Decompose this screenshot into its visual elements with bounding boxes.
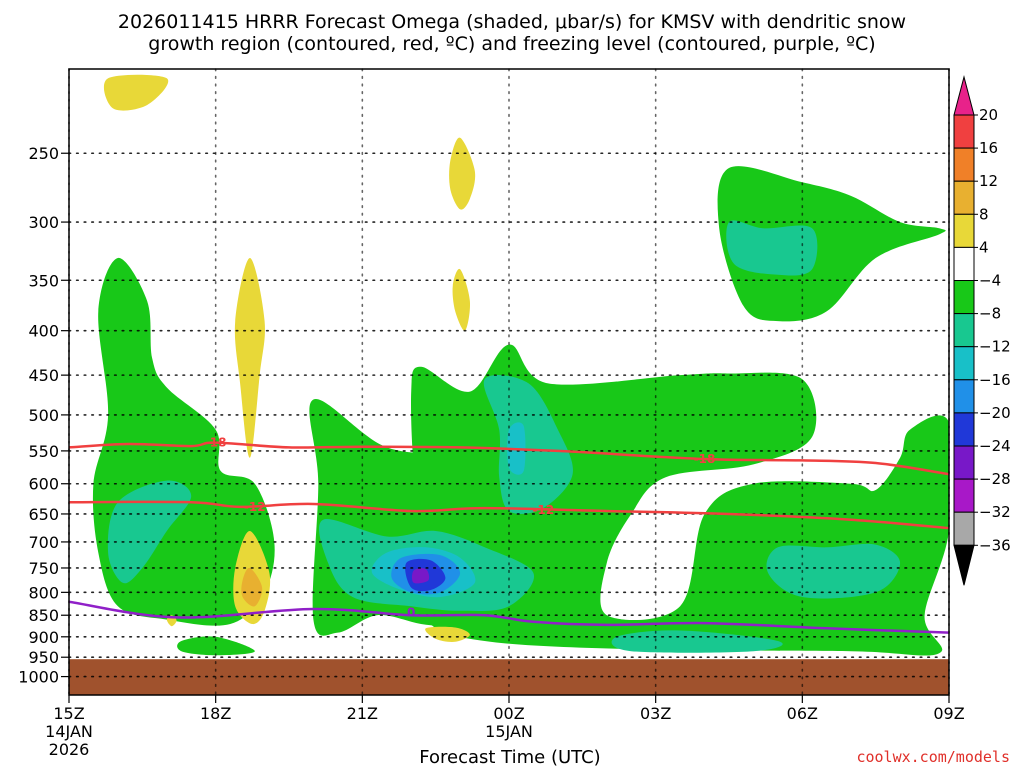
- x-tick-label-06Z: 06Z: [787, 704, 818, 723]
- omega-region-19: [234, 258, 265, 458]
- colorbar: 20 16 12 8 4 −4 −8 −12 −16 −20 −24 −28 −32 −36: [953, 75, 1011, 586]
- colorbar-segment-6: [953, 313, 975, 348]
- y-tick-label-500: 500: [28, 406, 59, 425]
- y-tick-label-300: 300: [28, 213, 59, 232]
- omega-region-7: [483, 374, 573, 514]
- chart-title-line-2: growth region (contoured, red, ºC) and f…: [148, 33, 875, 55]
- colorbar-label-0: 20: [979, 106, 998, 124]
- contour-label-0-0: -18: [205, 436, 227, 450]
- credit-text: coolwx.com/models: [856, 748, 1010, 766]
- y-tick-label-250: 250: [28, 144, 59, 163]
- colorbar-label-11: −28: [979, 470, 1011, 488]
- y-tick-label-900: 900: [28, 628, 59, 647]
- colorbar-segment-1: [953, 147, 975, 182]
- colorbar-label-3: 8: [979, 205, 989, 223]
- colorbar-label-8: −16: [979, 371, 1011, 389]
- contour-label-1-0: -12: [244, 500, 266, 514]
- contour-label-0-1: -18: [694, 452, 716, 466]
- omega-region-21: [425, 626, 470, 642]
- omega-region-10: [611, 630, 783, 653]
- x-tick-label-18Z: 18Z: [200, 704, 231, 723]
- colorbar-segment-7: [953, 346, 975, 381]
- y-tick-label-800: 800: [28, 583, 59, 602]
- omega-region-18: [452, 268, 471, 331]
- y-tick-label-950: 950: [28, 648, 59, 667]
- colorbar-segment-12: [953, 511, 975, 546]
- colorbar-label-7: −12: [979, 338, 1011, 356]
- contour-line-1: [69, 500, 949, 530]
- contour-label-2-0: 0: [407, 606, 415, 620]
- colorbar-label-4: 4: [979, 238, 989, 256]
- contour-label-1-1: -12: [532, 503, 554, 517]
- colorbar-segment-8: [953, 379, 975, 414]
- y-tick-label-850: 850: [28, 606, 59, 625]
- x-tick-sublabel-2026: 2026: [49, 740, 90, 759]
- colorbar-segment-10: [953, 445, 975, 480]
- y-tick-label-750: 750: [28, 559, 59, 578]
- chart-title-line-1: 2026011415 HRRR Forecast Omega (shaded, …: [118, 11, 906, 33]
- colorbar-bottom-arrow: [953, 544, 975, 586]
- colorbar-segment-9: [953, 412, 975, 447]
- omega-region-15: [411, 568, 430, 584]
- x-tick-label-21Z: 21Z: [347, 704, 378, 723]
- colorbar-label-12: −32: [979, 503, 1011, 521]
- colorbar-label-2: 12: [979, 172, 998, 190]
- colorbar-label-1: 16: [979, 139, 998, 157]
- colorbar-segment-3: [953, 213, 975, 248]
- contour-line-0: [69, 441, 949, 476]
- y-axis-pressure: 250 300 350 400 450 500 550 600 650 700 750 800 850 9…: [18, 144, 69, 687]
- y-tick-label-350: 350: [28, 271, 59, 290]
- omega-region-5: [107, 480, 192, 584]
- omega-shading-layer: [69, 74, 949, 695]
- colorbar-label-5: −4: [979, 272, 1001, 290]
- y-tick-label-600: 600: [28, 475, 59, 494]
- omega-region-23: [241, 567, 263, 607]
- x-axis-label: Forecast Time (UTC): [419, 747, 600, 768]
- x-tick-sublabel-14JAN: 14JAN: [45, 722, 93, 741]
- colorbar-label-9: −20: [979, 404, 1011, 422]
- y-tick-label-700: 700: [28, 533, 59, 552]
- contour-layer: [69, 441, 949, 634]
- colorbar-segment-0: [953, 114, 975, 149]
- x-tick-label-09Z: 09Z: [933, 704, 964, 723]
- y-tick-label-550: 550: [28, 442, 59, 461]
- contour-label-layer: -18 -18 -12 -12 0: [205, 436, 716, 620]
- colorbar-segment-11: [953, 478, 975, 513]
- x-tick-sublabel-15JAN: 15JAN: [485, 722, 533, 741]
- x-tick-label-15Z: 15Z: [53, 704, 84, 723]
- y-tick-label-400: 400: [28, 322, 59, 341]
- colorbar-label-10: −24: [979, 437, 1011, 455]
- contour-line-2: [69, 600, 949, 634]
- y-tick-label-450: 450: [28, 366, 59, 385]
- omega-region-16: [103, 74, 169, 111]
- colorbar-top-arrow: [953, 75, 975, 116]
- omega-region-17: [449, 137, 476, 210]
- colorbar-segment-5: [953, 280, 975, 315]
- omega-region-8: [726, 220, 818, 276]
- colorbar-label-6: −8: [979, 305, 1001, 323]
- y-tick-label-1000: 1000: [18, 668, 59, 687]
- omega-region-3: [717, 166, 946, 322]
- plot-area: -18 -18 -12 -12 0: [68, 68, 950, 696]
- omega-region-9: [766, 543, 901, 599]
- omega-region-4: [177, 636, 255, 656]
- y-tick-label-650: 650: [28, 505, 59, 524]
- colorbar-segment-2: [953, 180, 975, 215]
- colorbar-segment-4: [953, 246, 975, 281]
- x-tick-label-03Z: 03Z: [640, 704, 671, 723]
- x-tick-label-00Z: 00Z: [493, 704, 524, 723]
- colorbar-label-13: −36: [979, 536, 1011, 554]
